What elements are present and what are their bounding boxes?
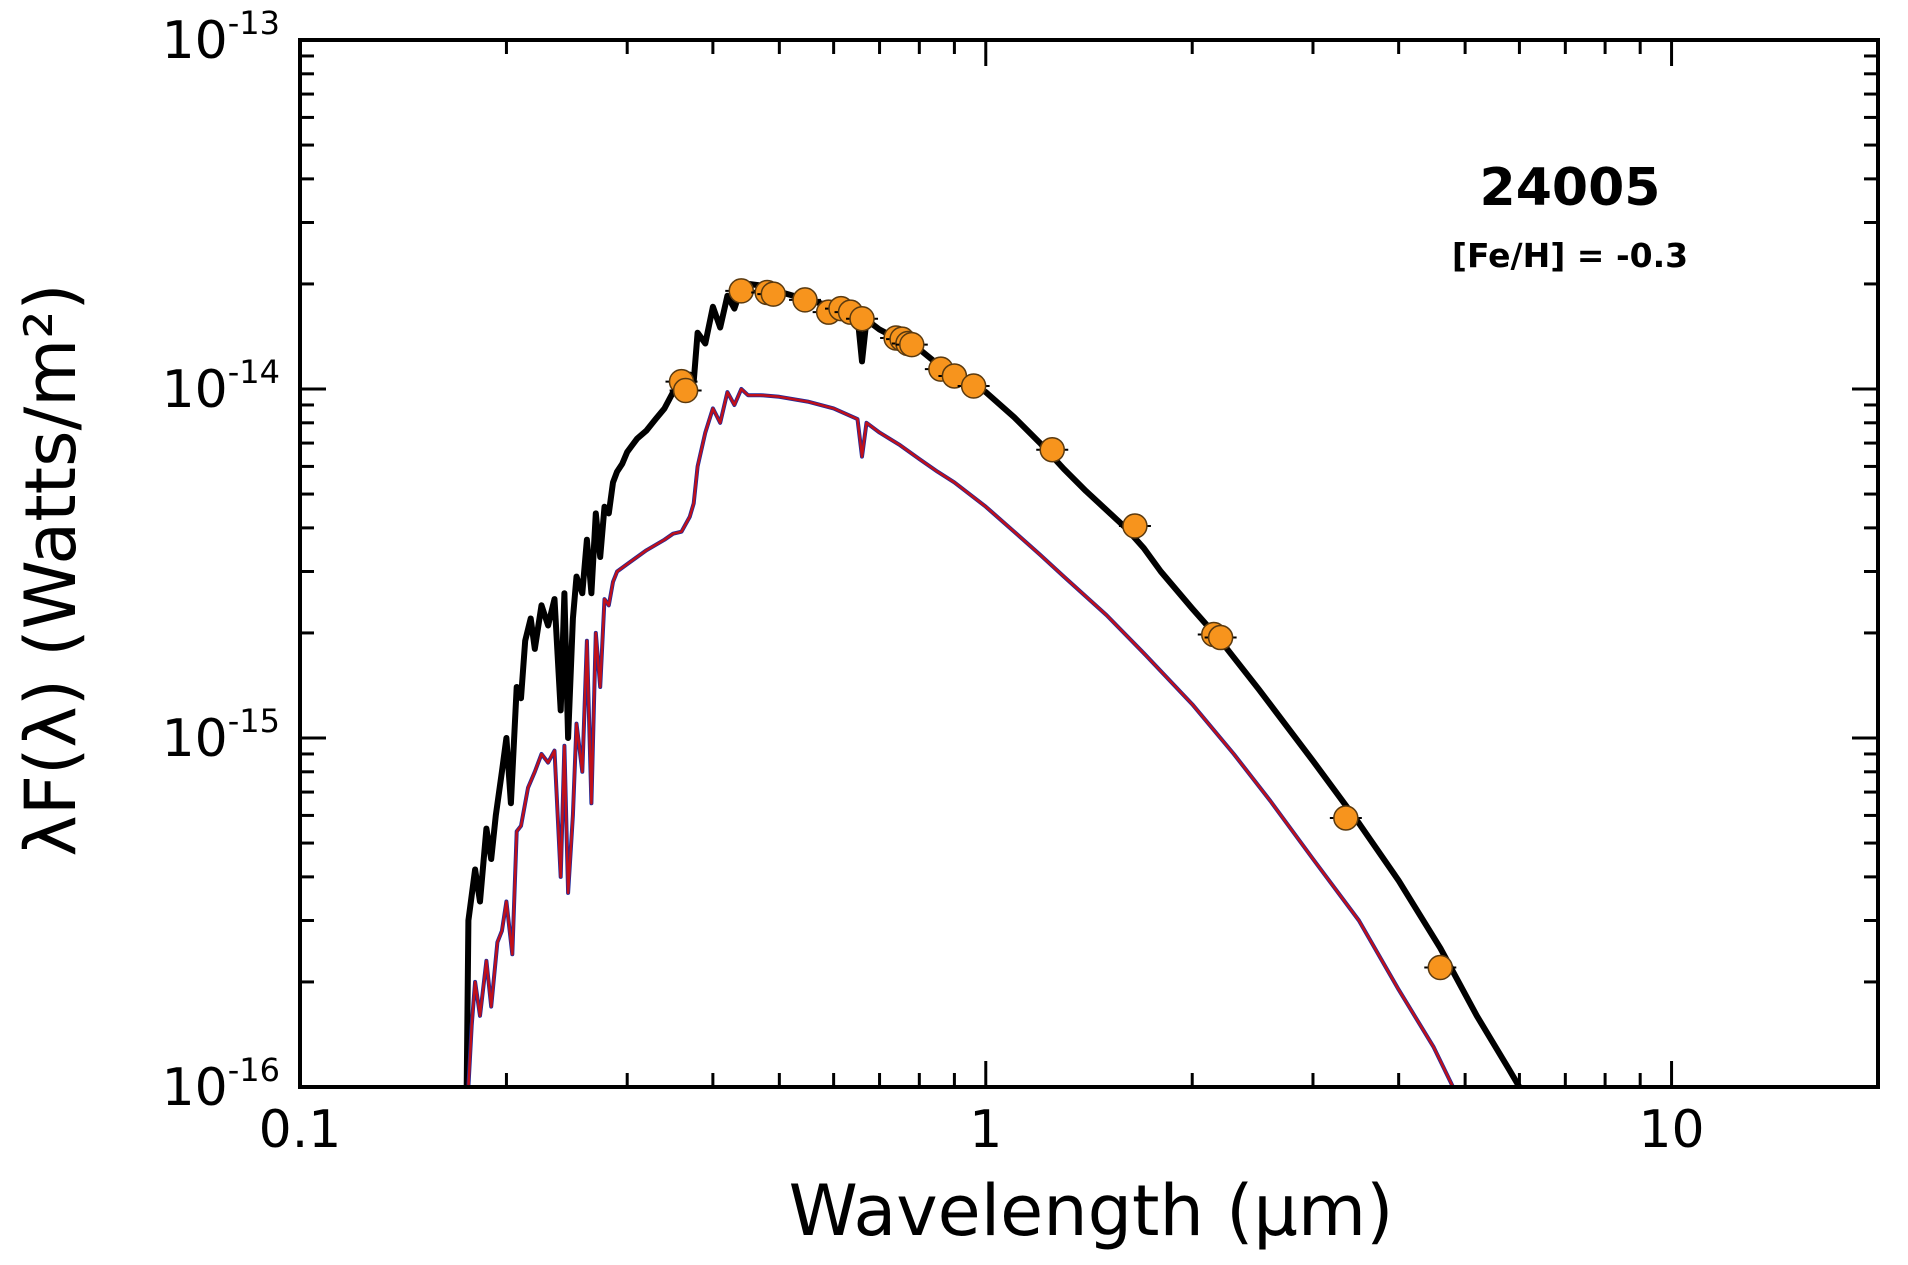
series-line-reddened (463, 280, 1522, 1089)
photometry-point (1207, 624, 1234, 651)
plot-frame (298, 38, 1880, 1089)
x-tick-label: 10 (1638, 1100, 1704, 1160)
photometry-point (1122, 513, 1148, 539)
photometry-point (899, 331, 925, 358)
series-line-unreddened-blue (466, 387, 1455, 1088)
y-axis-title: λF(λ) (Watts/m²) (10, 283, 92, 856)
y-tick-label: 10-16 (162, 1051, 280, 1118)
tick-labels: 0.1 1 10 10-13 10-14 10-15 10-16 (162, 4, 1705, 1160)
photometry-point (672, 377, 699, 404)
series-line-unreddened (467, 387, 1455, 1088)
y-tick-label: 10-15 (162, 702, 280, 769)
x-tick-label: 0.1 (259, 1100, 342, 1160)
photometry-point (1333, 805, 1359, 831)
plot-series (463, 280, 1522, 1089)
annotation-subtitle: [Fe/H] = -0.3 (1452, 236, 1688, 275)
photometry-point (960, 373, 987, 399)
photometry-point (1039, 436, 1065, 463)
photometry-point (849, 305, 875, 332)
annotation-title: 24005 (1480, 158, 1661, 218)
photometry-point (728, 278, 755, 304)
photometry-point (792, 287, 818, 313)
y-tick-label: 10-14 (162, 353, 280, 420)
y-tick-label: 10-13 (162, 4, 280, 71)
photometry-point (760, 281, 787, 307)
photometry-points (665, 278, 1457, 981)
photometry-point (1427, 954, 1454, 981)
x-tick-label: 1 (969, 1100, 1002, 1160)
x-axis-title: Wavelength (μm) (789, 1170, 1394, 1252)
